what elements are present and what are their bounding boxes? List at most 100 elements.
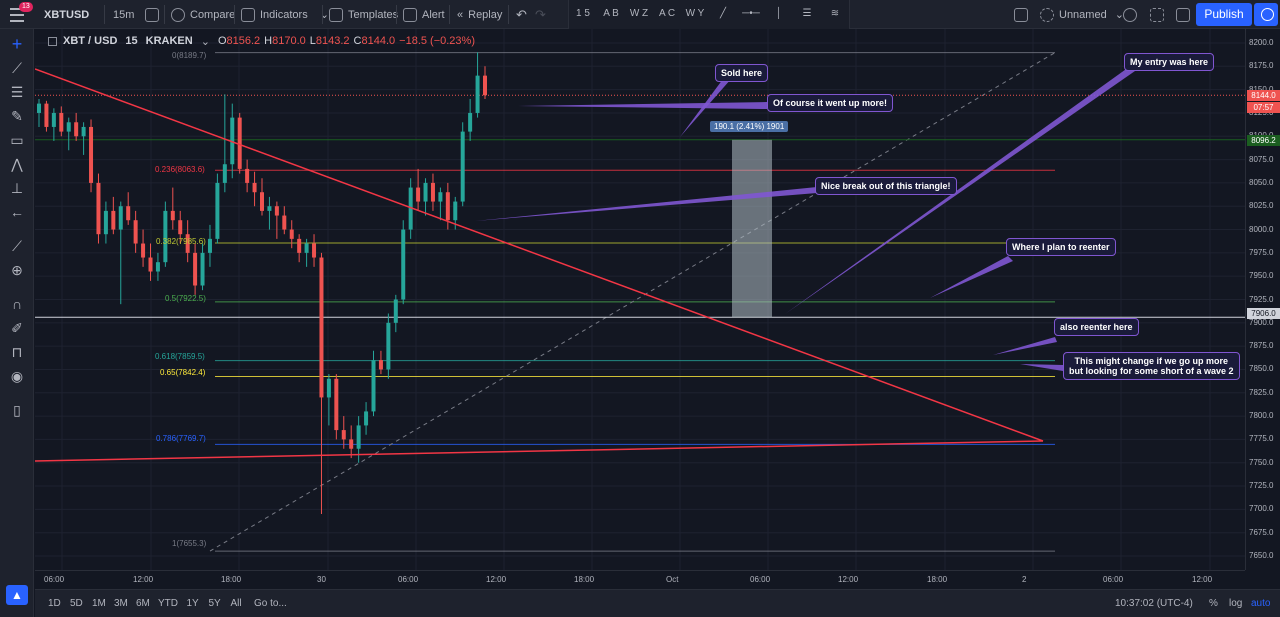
candle-body — [267, 206, 272, 211]
zoom-icon[interactable]: ⊕ — [11, 262, 23, 278]
price-chart[interactable] — [35, 29, 1245, 570]
candle-body — [111, 210, 116, 230]
compare-button[interactable]: Compare — [171, 0, 235, 29]
chart-type-button[interactable] — [145, 0, 164, 29]
elliott-correction-wave-tool[interactable]: A B — [603, 7, 619, 19]
prediction-icon[interactable]: ⊥ — [10, 180, 24, 196]
range-button-1y[interactable]: 1Y — [186, 598, 199, 609]
candle-body — [170, 210, 175, 221]
undo-button[interactable]: ↶ — [516, 0, 527, 29]
candle-body — [453, 201, 458, 221]
object-tree-icon[interactable]: ▲ — [6, 585, 28, 605]
camera-icon — [1176, 7, 1190, 22]
range-button-ytd[interactable]: YTD — [158, 598, 178, 609]
lock-icon[interactable]: ⊓ — [11, 344, 23, 360]
text-icon[interactable]: ▭ — [10, 132, 24, 148]
fullscreen-button[interactable] — [1150, 0, 1169, 29]
publish-options-button[interactable] — [1254, 3, 1278, 26]
publish-button[interactable]: Publish — [1196, 3, 1252, 26]
elliott-triangle-wave-tool[interactable]: W Z — [629, 7, 649, 19]
trash-icon[interactable]: ▯ — [13, 402, 21, 418]
alarm-clock-icon — [403, 7, 417, 22]
price-tick-label: 7675.0 — [1249, 527, 1274, 537]
templates-button[interactable]: Templates — [329, 0, 398, 29]
range-button-all[interactable]: All — [230, 598, 242, 609]
price-tick-label: 7825.0 — [1249, 387, 1274, 397]
channel-icon[interactable]: ☰ — [10, 84, 24, 100]
note-sold-here[interactable]: Sold here — [715, 64, 769, 82]
elliott-triple-combo-tool[interactable]: W Y — [685, 7, 705, 19]
range-button-3m[interactable]: 3M — [114, 598, 128, 609]
legend-drag-icon[interactable] — [48, 36, 57, 46]
magnet-icon[interactable]: ∩ — [11, 296, 23, 312]
chart-pane[interactable] — [35, 29, 1245, 570]
fib-label-0618: 0.618(7859.5) — [155, 352, 205, 361]
menu-icon[interactable] — [8, 0, 26, 29]
interval-button[interactable]: 15m — [113, 8, 135, 21]
range-button-1m[interactable]: 1M — [92, 598, 106, 609]
fib-retracement-tool[interactable]: ≋ — [824, 8, 846, 22]
alert-button[interactable]: Alert — [403, 0, 445, 29]
range-button-1d[interactable]: 1D — [48, 598, 61, 609]
goto-button[interactable]: Go to... — [254, 598, 287, 609]
arrow-icon[interactable]: ← — [10, 204, 24, 220]
candle-body — [297, 238, 302, 253]
note-also-reenter[interactable]: also reenter here — [1054, 318, 1139, 336]
note-reenter[interactable]: Where I plan to reenter — [1006, 238, 1116, 256]
clock-timezone[interactable]: 10:37:02 (UTC-4) — [1115, 598, 1193, 609]
candle-body — [408, 187, 413, 230]
candle-body — [66, 122, 71, 132]
range-button-6m[interactable]: 6M — [136, 598, 150, 609]
low-label: L — [309, 35, 316, 47]
fib-label-0236: 0.236(8063.6) — [155, 165, 205, 174]
candle-body — [51, 112, 56, 127]
trend-line-icon[interactable]: ⟋ — [12, 60, 22, 76]
vertical-line-tool[interactable]: │ — [768, 8, 790, 22]
elliott-impulse-wave-tool[interactable]: 1 5 — [576, 7, 590, 19]
time-axis[interactable]: 06:00 12:00 18:00 30 06:00 12:00 18:00 Oct 06:00… — [35, 570, 1245, 589]
range-button-5d[interactable]: 5D — [70, 598, 83, 609]
brush-icon[interactable]: ✎ — [11, 108, 23, 124]
legend-symbol[interactable]: XBT / USD — [63, 35, 118, 47]
candle-body — [312, 243, 317, 258]
drawing-toolbar: + ⟋ ☰ ✎ ▭ ⋀ ⊥ ← ⟋ ⊕ ∩ ✐ ⊓ ◉ ▯ ▲ — [0, 29, 34, 617]
candle-body — [252, 182, 257, 193]
horizontal-ray-tool[interactable]: ─•─ — [740, 8, 762, 22]
layout-name-button[interactable]: Unnamed ⌄ — [1040, 0, 1124, 29]
snapshot-button[interactable] — [1176, 0, 1195, 29]
note-entry[interactable]: My entry was here — [1124, 53, 1215, 71]
pattern-icon[interactable]: ⋀ — [11, 156, 23, 172]
percent-scale-toggle[interactable]: % — [1209, 598, 1218, 609]
divider — [322, 5, 323, 24]
symbol-search-button[interactable]: XBTUSD — [44, 8, 90, 21]
cloud-icon — [1040, 7, 1054, 22]
parallel-channel-tool[interactable]: ☰ — [796, 8, 818, 22]
eye-icon[interactable]: ◉ — [10, 368, 24, 384]
settings-button[interactable] — [1123, 0, 1142, 29]
note-might-change[interactable]: This might change if we go up more but l… — [1063, 352, 1240, 380]
candle-body — [163, 210, 168, 263]
indicators-button[interactable]: Indicators ⌄ — [241, 0, 329, 29]
range-button-5y[interactable]: 5Y — [208, 598, 221, 609]
price-tick-label: 7750.0 — [1249, 457, 1274, 467]
redo-button[interactable]: ↷ — [535, 0, 546, 29]
chevron-down-icon[interactable]: ⌄ — [200, 35, 210, 48]
note-break-out[interactable]: Nice break out of this triangle! — [815, 177, 957, 195]
undo-icon: ↶ — [516, 6, 527, 22]
price-tag-green: 8096.2 — [1247, 135, 1280, 146]
elliott-double-combo-tool[interactable]: A C — [658, 7, 676, 19]
log-scale-toggle[interactable]: log — [1229, 598, 1243, 609]
ruler-icon[interactable]: ⟋ — [12, 238, 22, 254]
price-axis[interactable]: 8200.08175.08150.08125.08100.08075.08050… — [1245, 29, 1280, 570]
crosshair-icon[interactable]: + — [11, 34, 23, 54]
auto-scale-toggle[interactable]: auto — [1251, 598, 1271, 609]
fib-label-0: 0(8189.7) — [172, 51, 207, 60]
candle-body — [416, 187, 421, 202]
layout-toggle-button[interactable] — [1014, 0, 1033, 29]
replay-button[interactable]: « Replay — [457, 0, 502, 29]
price-tick-label: 7725.0 — [1249, 481, 1274, 491]
stay-in-drawing-mode-icon[interactable]: ✐ — [11, 320, 23, 336]
note-went-up[interactable]: Of course it went up more! — [767, 94, 894, 112]
trend-line-tool[interactable]: ╱ — [712, 8, 734, 22]
candle-body — [423, 182, 428, 202]
